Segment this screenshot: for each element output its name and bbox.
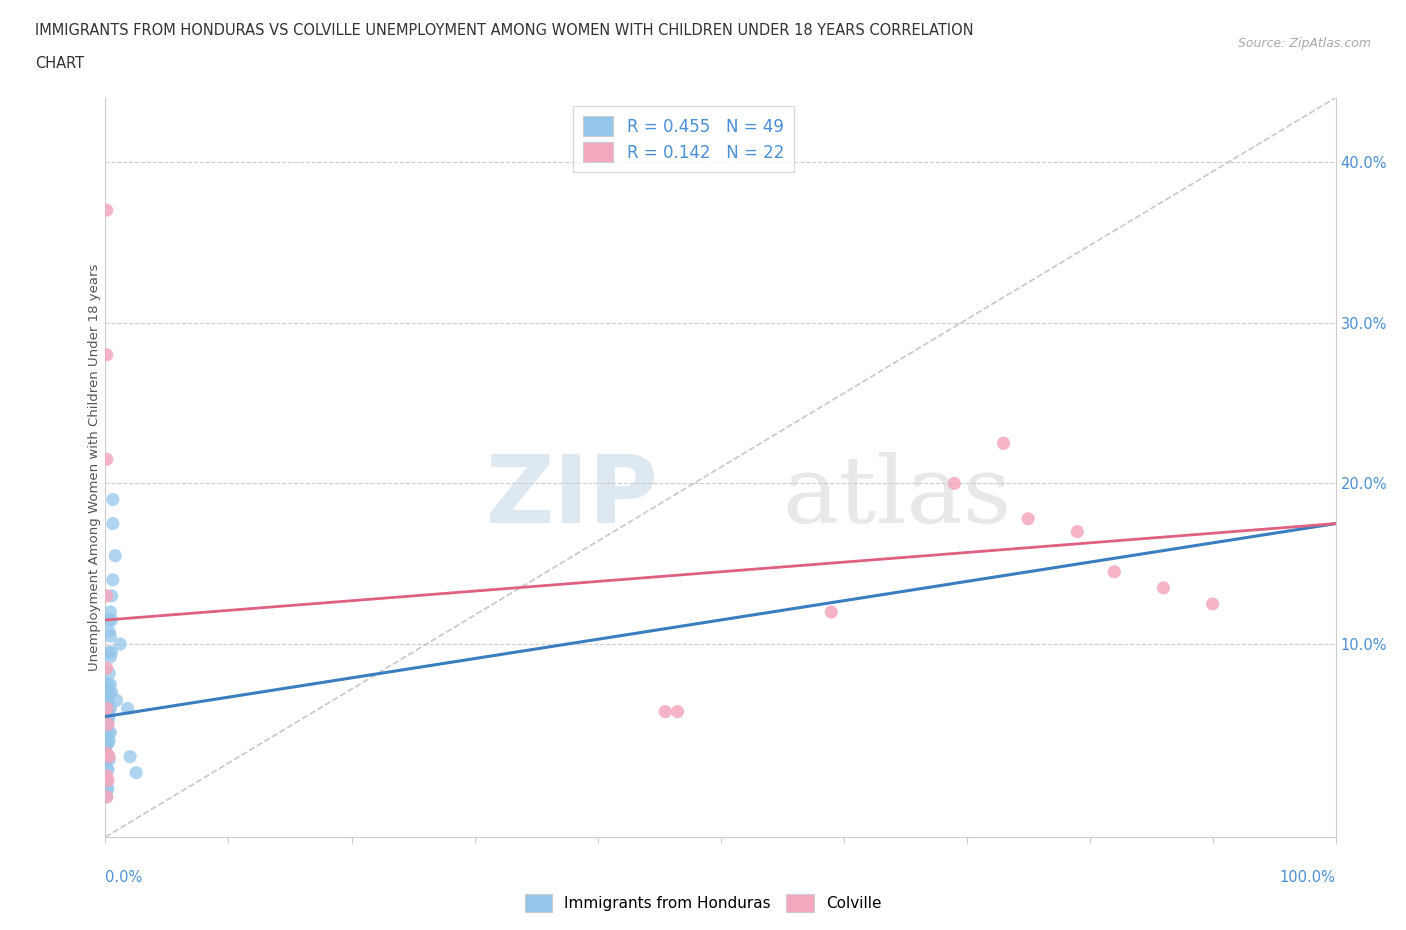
Point bbox=[100, 613, 122, 628]
Point bbox=[96, 452, 118, 467]
Point bbox=[96, 790, 118, 804]
Point bbox=[96, 752, 118, 767]
Point bbox=[654, 704, 676, 719]
Point bbox=[98, 649, 122, 664]
Point bbox=[100, 684, 122, 699]
Point bbox=[125, 765, 148, 780]
Point bbox=[96, 688, 118, 703]
Point bbox=[98, 666, 121, 681]
Text: atlas: atlas bbox=[782, 452, 1011, 542]
Point bbox=[97, 781, 120, 796]
Point bbox=[1153, 580, 1175, 595]
Point bbox=[97, 725, 120, 740]
Point bbox=[97, 693, 120, 708]
Point bbox=[101, 516, 124, 531]
Point bbox=[993, 436, 1015, 451]
Point bbox=[96, 348, 118, 363]
Legend: R = 0.455   N = 49, R = 0.142   N = 22: R = 0.455 N = 49, R = 0.142 N = 22 bbox=[574, 106, 794, 172]
Point bbox=[97, 701, 120, 716]
Point bbox=[96, 774, 118, 789]
Text: IMMIGRANTS FROM HONDURAS VS COLVILLE UNEMPLOYMENT AMONG WOMEN WITH CHILDREN UNDE: IMMIGRANTS FROM HONDURAS VS COLVILLE UNE… bbox=[35, 23, 974, 38]
Point bbox=[98, 752, 121, 767]
Point bbox=[104, 549, 127, 564]
Point bbox=[96, 781, 118, 796]
Point bbox=[98, 613, 121, 628]
Y-axis label: Unemployment Among Women with Children Under 18 years: Unemployment Among Women with Children U… bbox=[87, 263, 101, 671]
Point bbox=[1066, 525, 1088, 539]
Point bbox=[96, 589, 118, 604]
Point bbox=[101, 492, 124, 507]
Point bbox=[117, 701, 139, 716]
Text: 100.0%: 100.0% bbox=[1279, 870, 1336, 885]
Point bbox=[96, 682, 118, 697]
Point bbox=[1202, 596, 1225, 611]
Point bbox=[96, 768, 118, 783]
Text: 0.0%: 0.0% bbox=[105, 870, 142, 885]
Point bbox=[98, 629, 122, 644]
Point bbox=[98, 624, 121, 639]
Point bbox=[98, 733, 121, 748]
Point bbox=[100, 589, 122, 604]
Point bbox=[98, 725, 122, 740]
Point bbox=[96, 737, 118, 751]
Point bbox=[97, 774, 120, 789]
Point bbox=[96, 746, 118, 761]
Point bbox=[110, 637, 132, 652]
Point bbox=[96, 720, 118, 735]
Point bbox=[97, 750, 120, 764]
Point bbox=[97, 762, 120, 777]
Legend: Immigrants from Honduras, Colville: Immigrants from Honduras, Colville bbox=[519, 888, 887, 918]
Point bbox=[98, 677, 122, 692]
Point bbox=[98, 709, 121, 724]
Text: ZIP: ZIP bbox=[486, 451, 659, 543]
Point bbox=[98, 684, 121, 699]
Point bbox=[96, 203, 118, 218]
Point bbox=[96, 790, 118, 804]
Point bbox=[666, 704, 689, 719]
Point bbox=[820, 604, 842, 619]
Point bbox=[98, 750, 121, 764]
Point bbox=[98, 644, 121, 659]
Point bbox=[98, 701, 122, 716]
Point bbox=[96, 704, 118, 719]
Point bbox=[943, 476, 966, 491]
Point bbox=[96, 746, 118, 761]
Point bbox=[98, 604, 122, 619]
Point bbox=[100, 644, 122, 659]
Point bbox=[1017, 512, 1039, 526]
Point bbox=[97, 737, 120, 751]
Point bbox=[101, 572, 124, 587]
Point bbox=[1102, 565, 1125, 579]
Text: CHART: CHART bbox=[35, 56, 84, 71]
Point bbox=[96, 701, 118, 716]
Point bbox=[96, 661, 118, 676]
Point bbox=[97, 677, 120, 692]
Text: Source: ZipAtlas.com: Source: ZipAtlas.com bbox=[1237, 37, 1371, 50]
Point bbox=[120, 750, 141, 764]
Point bbox=[96, 709, 118, 724]
Point bbox=[97, 714, 120, 729]
Point bbox=[105, 693, 128, 708]
Point bbox=[96, 762, 118, 777]
Point bbox=[97, 717, 120, 732]
Point bbox=[96, 730, 118, 745]
